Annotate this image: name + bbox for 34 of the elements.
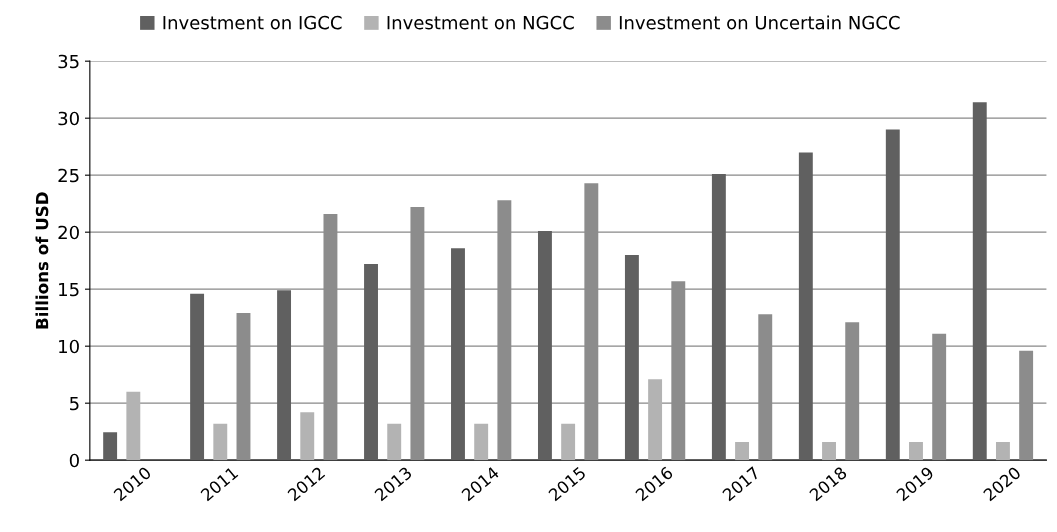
bar	[364, 264, 378, 461]
bar	[126, 391, 141, 461]
bar	[300, 412, 315, 461]
bar	[711, 174, 726, 461]
bar	[474, 423, 489, 461]
bar	[995, 441, 1010, 461]
y-tick-label: 0	[69, 453, 79, 468]
bar	[822, 441, 836, 461]
bar	[451, 248, 465, 461]
y-tick-label: 10	[59, 339, 79, 354]
y-axis-title: Billions of USD	[35, 192, 49, 329]
bar	[190, 293, 205, 461]
y-tick-label: 30	[58, 111, 79, 126]
y-tick-label: 20	[58, 225, 79, 240]
bar	[735, 441, 750, 461]
bar	[909, 441, 923, 461]
y-tick-label: 25	[58, 168, 79, 183]
legend-label: Investment on Uncertain NGCC	[619, 15, 900, 30]
legend-label: Investment on NGCC	[387, 15, 574, 30]
bar	[537, 231, 552, 461]
bar	[972, 102, 987, 461]
bar	[798, 152, 813, 461]
y-tick-label: 15	[59, 282, 79, 297]
bar	[103, 432, 118, 461]
y-tick-label: 5	[70, 396, 79, 411]
bar	[885, 129, 900, 461]
bar	[277, 290, 292, 461]
bar	[387, 423, 402, 461]
bar	[648, 379, 663, 461]
bar	[213, 423, 228, 461]
bar	[561, 423, 576, 461]
bar	[624, 254, 639, 461]
legend-label: Investment on IGCC	[163, 15, 342, 30]
y-tick-label: 35	[58, 54, 79, 69]
